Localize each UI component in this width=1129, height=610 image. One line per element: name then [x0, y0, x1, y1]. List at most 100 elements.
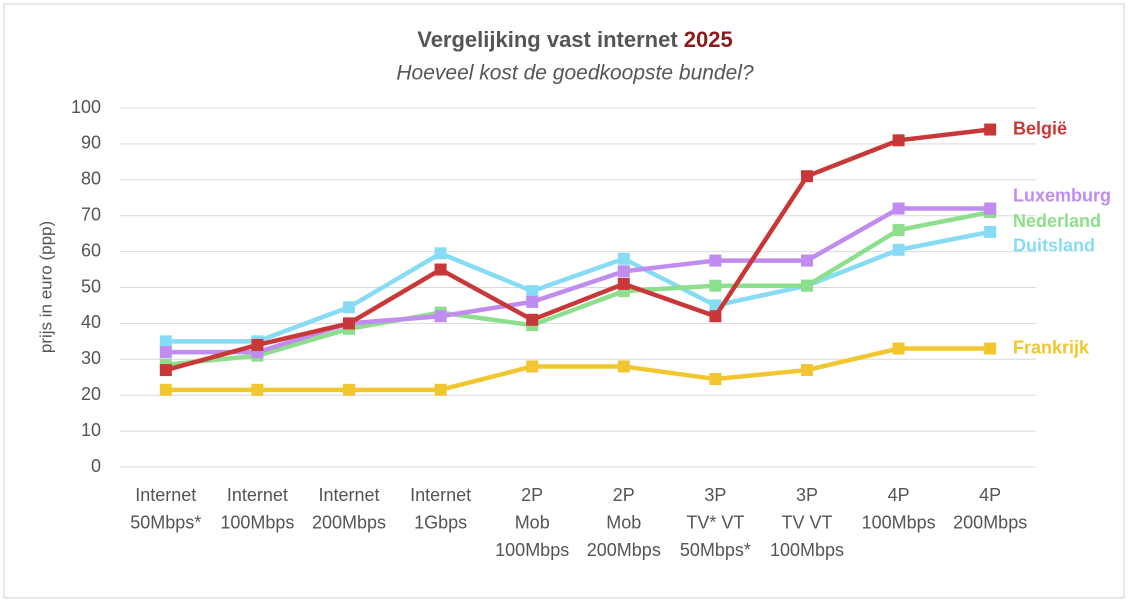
series-line — [165, 206, 991, 355]
series-line — [165, 346, 991, 393]
marker — [984, 225, 997, 238]
chart-border — [3, 3, 1125, 599]
x-tick-line: 200Mbps — [587, 540, 661, 560]
x-tick-line: 1Gbps — [414, 512, 467, 532]
marker — [617, 277, 630, 290]
marker — [434, 383, 447, 396]
y-tick-label: 80 — [81, 169, 101, 189]
x-tick-line: 2P — [521, 485, 543, 505]
y-tick-label: 0 — [91, 456, 101, 476]
x-tick-line: 200Mbps — [953, 512, 1027, 532]
marker — [617, 360, 630, 373]
x-tick-label: Internet 1Gbps — [410, 485, 471, 533]
marker — [434, 247, 447, 260]
y-tick-label: 70 — [81, 204, 101, 224]
marker — [709, 254, 722, 267]
marker — [159, 364, 172, 377]
marker — [617, 252, 630, 265]
marker — [434, 310, 447, 323]
marker — [892, 202, 905, 215]
marker — [251, 338, 264, 351]
y-tick-label: 40 — [81, 312, 101, 332]
marker — [159, 335, 172, 348]
chart-title: Vergelijking vast internet 2025 — [417, 27, 733, 52]
marker — [984, 342, 997, 355]
marker — [801, 364, 813, 377]
x-tick-line: Mob — [515, 512, 550, 532]
x-tick-line: TV VT — [781, 512, 832, 532]
marker — [892, 224, 905, 237]
x-tick-line: 4P — [888, 485, 910, 505]
title-main: Vergelijking vast internet — [417, 27, 678, 52]
x-tick-line: 50Mbps* — [130, 512, 201, 532]
marker — [251, 383, 264, 396]
marker — [801, 254, 813, 267]
x-tick-line: 3P — [796, 485, 818, 505]
x-tick-label: 3P TV VT 100Mbps — [770, 485, 844, 560]
x-tick-line: 100Mbps — [770, 540, 844, 560]
y-tick-label: 10 — [81, 420, 101, 440]
series-line — [165, 127, 991, 373]
x-tick-line: 200Mbps — [312, 512, 386, 532]
marker — [801, 170, 813, 183]
marker — [526, 295, 539, 308]
x-tick-line: 50Mbps* — [680, 540, 751, 560]
title-year: 2025 — [684, 27, 733, 52]
x-tick-label: 2P Mob 100Mbps — [495, 485, 569, 560]
y-tick-label: 60 — [81, 240, 101, 260]
x-tick-label: 2P Mob 200Mbps — [587, 485, 661, 560]
x-tick-line: Internet — [410, 485, 471, 505]
series-label: Duitsland — [1013, 236, 1095, 256]
x-tick-label: Internet 100Mbps — [220, 485, 294, 533]
y-tick-label: 100 — [71, 97, 101, 117]
marker — [526, 313, 539, 326]
x-tick-line: 4P — [979, 485, 1001, 505]
x-tick-label: Internet 200Mbps — [312, 485, 386, 533]
marker — [343, 317, 355, 330]
x-tick-line: Internet — [135, 485, 196, 505]
marker — [159, 383, 172, 396]
x-tick-line: 100Mbps — [862, 512, 936, 532]
x-tick-line: Mob — [606, 512, 641, 532]
marker — [709, 373, 722, 386]
x-tick-line: TV* VT — [686, 512, 744, 532]
x-tick-label: 3P TV* VT 50Mbps* — [680, 485, 751, 560]
x-tick-line: Internet — [227, 485, 288, 505]
marker — [617, 265, 630, 278]
marker — [801, 279, 813, 292]
marker — [984, 123, 997, 136]
marker — [892, 342, 905, 355]
x-tick-label: 4P 100Mbps — [862, 485, 936, 533]
series-line — [165, 209, 991, 367]
marker — [343, 383, 355, 396]
x-tick-label: Internet 50Mbps* — [130, 485, 201, 533]
marker — [526, 285, 539, 298]
marker — [892, 134, 905, 147]
marker — [159, 346, 172, 359]
marker — [434, 263, 447, 276]
series-line — [165, 229, 991, 344]
marker — [343, 301, 355, 314]
x-tick-line: Internet — [318, 485, 379, 505]
marker — [984, 202, 997, 215]
series-label: Frankrijk — [1013, 337, 1090, 357]
marker — [892, 243, 905, 256]
x-tick-label: 4P 200Mbps — [953, 485, 1027, 533]
marker — [526, 360, 539, 373]
x-tick-line: 100Mbps — [495, 540, 569, 560]
series-label: België — [1013, 118, 1067, 138]
y-tick-label: 30 — [81, 348, 101, 368]
x-tick-line: 3P — [704, 485, 726, 505]
series-label: Luxemburg — [1013, 185, 1111, 205]
x-tick-line: 100Mbps — [220, 512, 294, 532]
y-tick-label: 90 — [81, 133, 101, 153]
y-axis-label: prijs in euro (ppp) — [36, 221, 55, 353]
marker — [709, 310, 722, 323]
marker — [709, 279, 722, 292]
y-tick-label: 50 — [81, 276, 101, 296]
y-tick-label: 20 — [81, 384, 101, 404]
series-label: Nederland — [1013, 211, 1101, 231]
chart-subtitle: Hoeveel kost de goedkoopste bundel? — [396, 62, 754, 85]
x-tick-line: 2P — [613, 485, 635, 505]
